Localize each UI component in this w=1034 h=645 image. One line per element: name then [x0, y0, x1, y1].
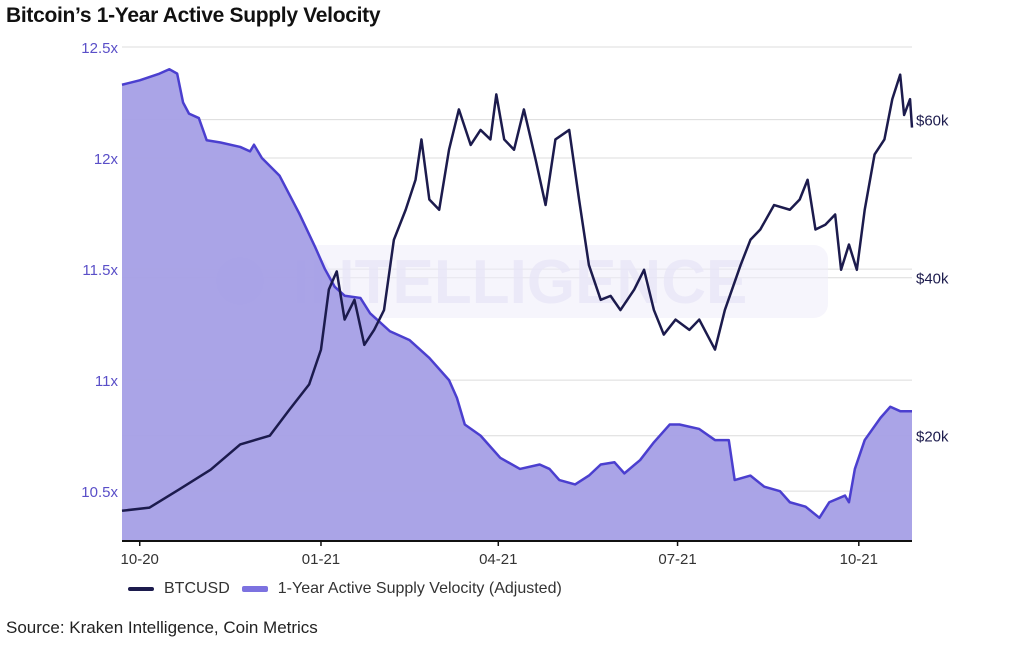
- x-tick-label: 10-21: [840, 551, 878, 568]
- right-tick-label: $40k: [916, 271, 949, 288]
- legend-swatch-btcusd: [128, 587, 154, 591]
- left-tick-label: 11x: [95, 373, 119, 390]
- legend: BTCUSD 1-Year Active Supply Velocity (Ad…: [128, 580, 562, 598]
- right-tick-label: $20k: [916, 429, 949, 446]
- btcusd-line: [121, 73, 914, 513]
- x-tick-label: 07-21: [658, 551, 696, 568]
- left-tick-label: 12.5x: [81, 40, 118, 57]
- x-tick-label: 01-21: [302, 551, 340, 568]
- chart-title: Bitcoin’s 1-Year Active Supply Velocity: [6, 4, 381, 27]
- left-tick-label: 12x: [94, 151, 119, 168]
- legend-label-btcusd: BTCUSD: [164, 580, 230, 597]
- x-tick-label: 10-20: [121, 551, 159, 568]
- legend-swatch-velocity: [241, 586, 268, 592]
- source-note: Source: Kraken Intelligence, Coin Metric…: [6, 618, 318, 637]
- right-tick-label: $60k: [916, 113, 949, 130]
- x-tick-label: 04-21: [479, 551, 517, 568]
- legend-label-velocity: 1-Year Active Supply Velocity (Adjusted): [277, 580, 562, 597]
- velocity-line: [121, 67, 912, 520]
- velocity-area: [122, 69, 912, 540]
- left-tick-label: 10.5x: [81, 484, 118, 501]
- watermark-text: INTELLIGENCE: [293, 248, 748, 317]
- left-tick-label: 11.5x: [82, 262, 118, 279]
